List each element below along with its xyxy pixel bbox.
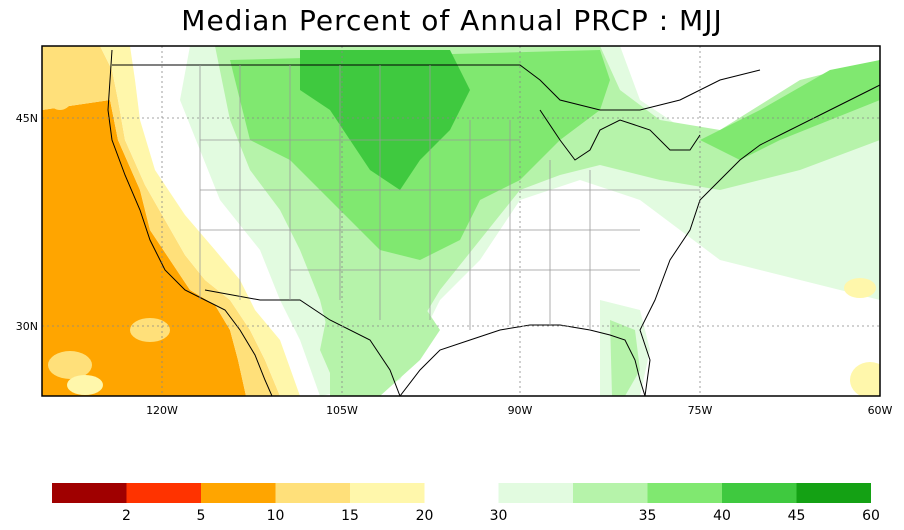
- map-frame: [41, 45, 881, 397]
- legend-break-label: 35: [639, 508, 657, 524]
- x-axis-labels: 120W 105W 90W 75W 60W: [146, 404, 892, 417]
- coastlines: [107, 49, 880, 396]
- legend-break-label: 20: [416, 508, 434, 524]
- x-tick-label: 90W: [508, 404, 533, 417]
- legend-swatch: [796, 483, 871, 503]
- field-blob-4: [42, 50, 78, 110]
- state-borders: [199, 65, 700, 330]
- gridlines: [42, 46, 880, 396]
- precip-fields: [42, 46, 880, 396]
- legend-swatch: [498, 483, 573, 503]
- y-axis-labels: 45N 30N: [16, 112, 38, 333]
- field-blob-2: [67, 375, 103, 395]
- field-coast-15-20: [42, 46, 280, 396]
- legend-swatch: [126, 483, 201, 503]
- field-texas-green: [320, 300, 440, 396]
- y-tick-label: 30N: [16, 320, 38, 333]
- legend-break-label: 60: [862, 508, 880, 524]
- map-plot-area: [41, 45, 881, 397]
- legend-break-label: 15: [341, 508, 359, 524]
- legend-break-label: 5: [197, 508, 206, 524]
- gulf-coastline: [399, 324, 646, 396]
- field-inland-20: [100, 46, 300, 396]
- legend-swatch: [275, 483, 350, 503]
- legend-swatch: [52, 483, 127, 503]
- mexico-border: [204, 289, 401, 396]
- map-title: Median Percent of Annual PRCP : MJJ: [181, 4, 723, 37]
- legend-break-label: 2: [122, 508, 131, 524]
- legend-break-label: 45: [788, 508, 806, 524]
- legend-swatch: [722, 483, 797, 503]
- field-plains-45-60: [300, 50, 470, 190]
- legend-break-label: 10: [267, 508, 285, 524]
- x-tick-label: 105W: [326, 404, 358, 417]
- field-blob-3: [130, 318, 170, 342]
- color-legend: 2 5 10 15 20 30 35 40 45 60: [52, 483, 880, 524]
- legend-swatch: [573, 483, 648, 503]
- legend-break-label: 30: [490, 508, 508, 524]
- x-tick-label: 75W: [688, 404, 713, 417]
- legend-break-label: 40: [713, 508, 731, 524]
- field-florida-35: [610, 320, 640, 396]
- field-northeast-40: [700, 60, 880, 160]
- legend-swatch: [201, 483, 276, 503]
- east-coastline: [639, 84, 880, 396]
- great-lakes: [539, 109, 701, 161]
- west-coastline: [107, 49, 273, 396]
- legend-swatch: [350, 483, 425, 503]
- x-tick-label: 120W: [146, 404, 178, 417]
- field-corner-br: [850, 362, 880, 396]
- legend-swatch: [647, 483, 722, 503]
- y-tick-label: 45N: [16, 112, 38, 125]
- canada-border: [112, 64, 761, 111]
- field-corner-mr: [844, 278, 876, 298]
- field-blob-1: [48, 351, 92, 379]
- x-tick-label: 60W: [868, 404, 893, 417]
- field-pacific-10-15: [42, 100, 246, 396]
